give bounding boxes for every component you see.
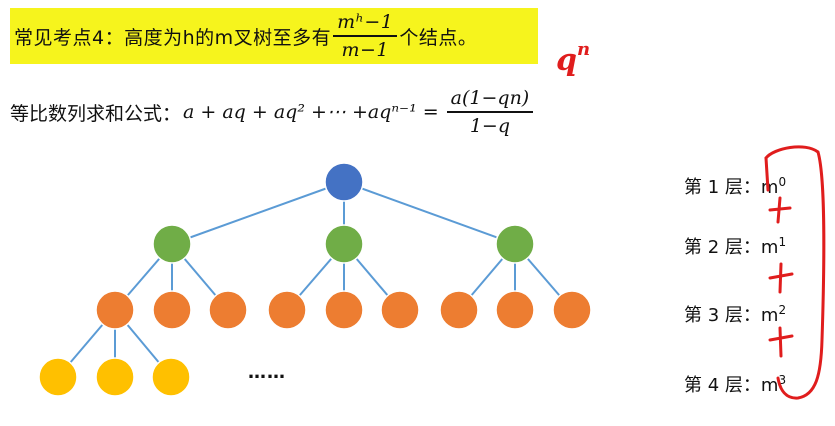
layer-label-text: 第 3 层：: [684, 305, 761, 326]
ink-plus-mark: [768, 196, 792, 224]
formula-fraction-numerator: a(1−qn): [446, 87, 534, 113]
layer-2-label: 第 2 层：m1: [684, 230, 787, 258]
handwritten-ink-marks: [764, 145, 826, 400]
level-2-node: [324, 224, 364, 264]
title-fraction-denominator: m−1: [341, 39, 390, 61]
level-2-node: [152, 224, 192, 264]
ink-plus-mark: [768, 326, 794, 358]
level-2-node: [495, 224, 535, 264]
level-3-node: [439, 290, 479, 330]
layer-3-label: 第 3 层：m2: [684, 298, 787, 326]
ink-plus-mark: [768, 262, 794, 294]
level-4-node: [95, 357, 135, 397]
title-prefix: 常见考点4：高度为h的m叉树至多有: [14, 26, 332, 49]
title-fraction-numerator: mʰ−1: [333, 11, 398, 37]
layer-count-power: 3: [778, 373, 787, 387]
level-3-node: [152, 290, 192, 330]
ellipsis: ……: [248, 362, 286, 383]
layer-count-power: 0: [778, 175, 787, 189]
layer-count-base: m: [760, 375, 779, 396]
level-3-node: [267, 290, 307, 330]
tree-edges: [57, 181, 573, 378]
level-3-node: [324, 290, 364, 330]
root-node: [324, 162, 364, 202]
tree-nodes: [38, 162, 592, 397]
layer-count-base: m: [760, 177, 779, 198]
level-3-node: [552, 290, 592, 330]
formula-fraction: a(1−qn) 1−q: [446, 87, 534, 137]
level-3-node: [95, 290, 135, 330]
level-3-node: [380, 290, 420, 330]
layer-label-text: 第 2 层：: [684, 237, 761, 258]
layer-count-base: m: [760, 237, 779, 258]
title-suffix: 个结点。: [399, 26, 478, 49]
layer-count-power: 2: [778, 303, 787, 317]
ink-bracket-left: [764, 156, 770, 192]
layer-count-power: 1: [778, 235, 787, 249]
ink-enclosure: [764, 145, 826, 400]
edge: [171, 181, 345, 245]
formula-fraction-denominator: 1−q: [469, 115, 511, 137]
edge: [343, 181, 516, 245]
formula-expression: a + aq + aq² +⋯ +aqⁿ⁻¹ =: [183, 101, 439, 123]
title-fraction: mʰ−1 m−1: [333, 11, 398, 61]
layer-4-label: 第 4 层：m3: [684, 368, 787, 396]
level-3-node: [208, 290, 248, 330]
annotation-base: q: [556, 43, 577, 78]
geometric-series-formula: 等比数列求和公式： a + aq + aq² +⋯ +aqⁿ⁻¹ = a(1−q…: [10, 82, 630, 142]
layer-count-base: m: [760, 305, 779, 326]
title-banner: 常见考点4：高度为h的m叉树至多有 mʰ−1 m−1 个结点。: [10, 8, 538, 64]
level-3-node: [495, 290, 535, 330]
layer-label-text: 第 4 层：: [684, 375, 761, 396]
m-ary-tree-diagram: [38, 162, 592, 397]
formula-label: 等比数列求和公式：: [10, 102, 182, 125]
level-4-node: [38, 357, 78, 397]
layer-1-label: 第 1 层：m0: [684, 170, 787, 198]
annotation-exponent: n: [576, 39, 591, 60]
handwritten-qn-annotation: qn: [556, 34, 606, 78]
layer-label-text: 第 1 层：: [684, 177, 761, 198]
level-4-node: [151, 357, 191, 397]
